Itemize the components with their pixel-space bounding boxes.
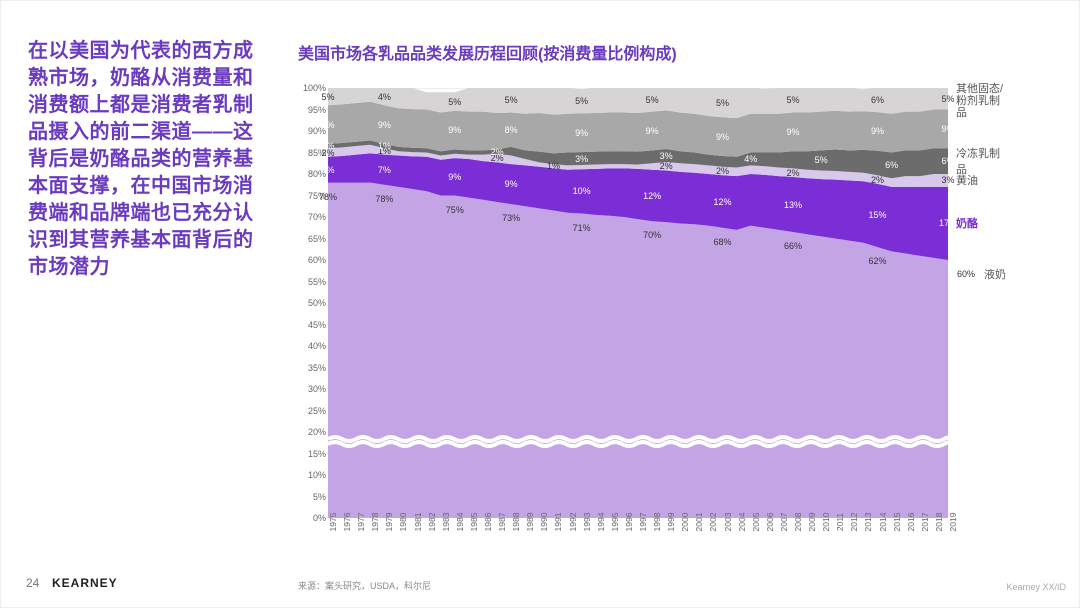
- plot-area: [328, 88, 1008, 518]
- x-tick: 2011: [835, 513, 845, 531]
- y-tick: 75%: [308, 191, 326, 201]
- x-tick: 2014: [878, 513, 888, 532]
- y-tick: 35%: [308, 363, 326, 373]
- y-tick: 15%: [308, 449, 326, 459]
- x-tick: 2019: [948, 513, 958, 532]
- series-label: 液奶: [984, 266, 1006, 282]
- y-tick: 55%: [308, 277, 326, 287]
- x-tick: 1981: [413, 513, 423, 532]
- y-tick: 65%: [308, 234, 326, 244]
- y-tick: 40%: [308, 341, 326, 351]
- x-tick: 2003: [723, 513, 733, 532]
- y-tick: 85%: [308, 148, 326, 158]
- sidebar-text: 在以美国为代表的西方成熟市场，奶酪从消费量和消费额上都是消费者乳制品摄入的前二渠…: [28, 38, 258, 281]
- x-tick: 1988: [511, 513, 521, 532]
- plot-svg: [328, 88, 1008, 518]
- x-tick: 2015: [892, 513, 902, 532]
- series-label: 黄油: [956, 172, 978, 188]
- x-tick: 2017: [920, 513, 930, 532]
- chart-title: 美国市场各乳品品类发展历程回顾(按消费量比例构成): [298, 40, 677, 64]
- x-tick: 1997: [638, 513, 648, 532]
- x-tick: 1996: [624, 513, 634, 532]
- x-tick: 1987: [497, 513, 507, 532]
- x-tick: 2007: [779, 513, 789, 532]
- x-tick: 1983: [441, 513, 451, 532]
- x-tick: 1980: [398, 513, 408, 532]
- x-tick: 1999: [666, 513, 676, 532]
- series-label: 其他固态/粉剂乳制品: [956, 83, 1008, 119]
- x-tick: 2006: [765, 513, 775, 532]
- y-tick: 90%: [308, 126, 326, 136]
- y-tick: 100%: [303, 83, 326, 93]
- x-tick: 2009: [807, 513, 817, 532]
- x-tick: 2012: [849, 513, 859, 532]
- x-tick: 2002: [708, 513, 718, 532]
- x-tick: 2010: [821, 513, 831, 532]
- x-tick: 1982: [427, 513, 437, 532]
- x-tick: 1985: [469, 513, 479, 532]
- x-tick: 2000: [680, 513, 690, 532]
- x-tick: 2018: [934, 513, 944, 532]
- x-tick: 2013: [863, 513, 873, 532]
- y-tick: 70%: [308, 212, 326, 222]
- page-number: 24: [26, 576, 39, 590]
- x-tick: 2016: [906, 513, 916, 532]
- x-tick: 1989: [525, 513, 535, 532]
- x-tick: 1991: [553, 513, 563, 532]
- y-tick: 5%: [313, 492, 326, 502]
- x-tick: 1984: [455, 513, 465, 532]
- x-tick: 1994: [596, 513, 606, 532]
- x-tick: 2008: [793, 513, 803, 532]
- y-tick: 45%: [308, 320, 326, 330]
- x-tick: 1992: [568, 513, 578, 532]
- y-tick: 80%: [308, 169, 326, 179]
- x-tick: 1976: [342, 513, 352, 532]
- x-tick: 1979: [384, 513, 394, 532]
- x-tick: 1978: [370, 513, 380, 532]
- source: 来源：案头研究，USDA，科尔尼: [298, 579, 431, 592]
- x-tick: 1998: [652, 513, 662, 532]
- y-tick: 20%: [308, 427, 326, 437]
- x-tick: 1986: [483, 513, 493, 532]
- x-tick: 1977: [356, 513, 366, 532]
- y-tick: 10%: [308, 470, 326, 480]
- x-tick: 1990: [539, 513, 549, 532]
- y-tick: 0%: [313, 513, 326, 523]
- x-tick: 2005: [751, 513, 761, 532]
- x-tick: 2004: [737, 513, 747, 532]
- attribution: Kearney XX/ID: [1006, 582, 1066, 592]
- x-tick: 2001: [694, 513, 704, 532]
- x-tick: 1975: [328, 513, 338, 532]
- series-label: 奶酪: [956, 215, 978, 231]
- stacked-area-chart: 0% 5% 10% 15% 20% 25% 30% 35% 40% 45% 50% 55% 60% 65%…: [298, 88, 1008, 544]
- y-tick: 25%: [308, 406, 326, 416]
- y-tick: 30%: [308, 384, 326, 394]
- y-tick: 95%: [308, 105, 326, 115]
- x-tick: 1993: [582, 513, 592, 532]
- x-tick: 1995: [610, 513, 620, 532]
- brand: KEARNEY: [52, 576, 118, 590]
- y-tick: 50%: [308, 298, 326, 308]
- y-tick: 60%: [308, 255, 326, 265]
